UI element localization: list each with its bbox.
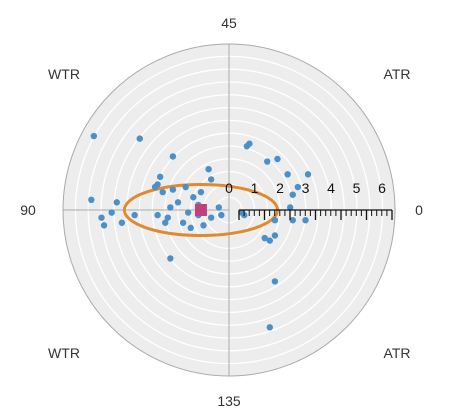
data-point (185, 209, 192, 216)
data-point (246, 140, 253, 147)
data-point (271, 217, 279, 224)
data-point (174, 199, 182, 206)
data-point (179, 219, 187, 226)
data-point (98, 214, 105, 221)
angle-label-left: 90 (20, 202, 36, 218)
radial-tick-label: 0 (225, 180, 233, 196)
data-point (100, 222, 108, 229)
data-point (169, 186, 177, 193)
data-point (287, 204, 294, 211)
data-point (289, 217, 296, 224)
data-point (190, 194, 197, 201)
data-point (88, 196, 95, 203)
data-point (266, 324, 273, 331)
data-point (261, 234, 268, 242)
radial-tick-label: 1 (251, 180, 259, 196)
data-point (274, 155, 281, 163)
data-point (238, 209, 245, 216)
corner-label-bottom-right: ATR (384, 345, 411, 361)
data-point (164, 214, 171, 221)
radial-tick-label: 3 (302, 180, 310, 196)
data-point (205, 166, 212, 173)
radial-tick-label: 6 (378, 180, 386, 196)
data-point (284, 171, 291, 178)
data-point (187, 224, 194, 232)
chart-background-layer (62, 43, 396, 377)
data-point (271, 278, 279, 285)
data-point (90, 132, 98, 140)
data-point (162, 219, 169, 226)
corner-label-top-left: WTR (48, 66, 80, 82)
data-point (159, 188, 166, 196)
data-point (156, 173, 164, 181)
data-point (266, 237, 273, 244)
data-point (136, 135, 143, 142)
data-point (108, 209, 115, 216)
data-point (167, 255, 174, 262)
data-point (218, 211, 225, 219)
data-point (264, 158, 271, 165)
data-point (131, 211, 138, 219)
data-point (294, 183, 302, 191)
radial-tick-label: 2 (276, 180, 284, 196)
data-point (154, 211, 161, 219)
corner-label-bottom-left: WTR (48, 345, 80, 361)
data-point (169, 153, 177, 160)
angle-label-bottom: 135 (217, 393, 241, 409)
angle-label-right: 0 (415, 202, 423, 218)
radial-tick-label: 5 (353, 180, 361, 196)
data-point (151, 183, 159, 191)
data-point (113, 199, 121, 206)
data-point (167, 204, 174, 211)
data-point (182, 183, 189, 191)
data-point (197, 188, 205, 196)
data-points-layer (88, 132, 312, 331)
data-point (304, 171, 312, 178)
data-point (215, 204, 222, 211)
centroid-marker (194, 204, 207, 216)
data-point (207, 214, 215, 221)
data-point (200, 222, 207, 229)
data-point (271, 232, 279, 239)
data-point (118, 219, 126, 226)
angle-label-top: 45 (221, 15, 237, 31)
corner-label-top-right: ATR (384, 66, 411, 82)
radial-tick-label: 4 (327, 180, 335, 196)
data-point (302, 217, 309, 224)
data-point (289, 191, 296, 198)
radial-axis-layer: 0 1 2 3 4 5 6 (225, 180, 393, 220)
data-point (207, 176, 215, 183)
